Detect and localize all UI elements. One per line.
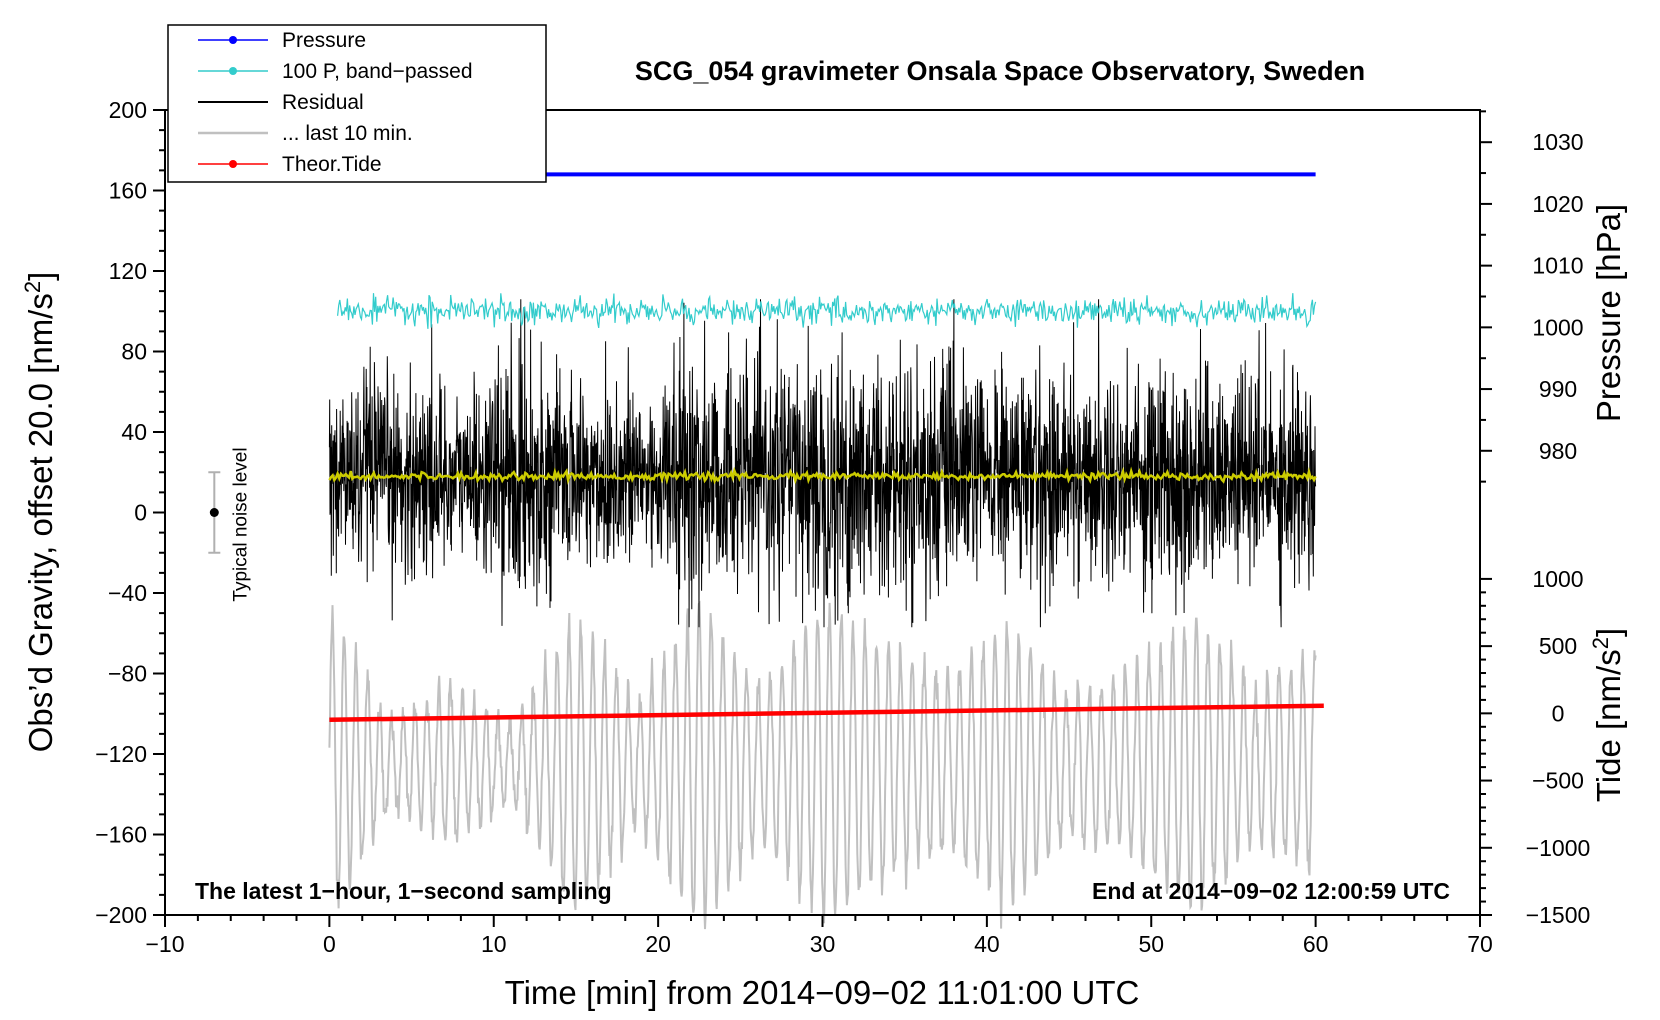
tide-tick-label: −1000: [1526, 835, 1591, 861]
legend-marker: [229, 36, 237, 44]
pressure-tick-label: 980: [1539, 438, 1577, 464]
y-tick-label: −120: [95, 741, 147, 767]
x-tick-label: 70: [1467, 931, 1493, 957]
series-band-passed-pressure: [337, 293, 1317, 329]
pressure-tick-label: 990: [1539, 376, 1577, 402]
x-tick-label: 50: [1138, 931, 1164, 957]
y-tick-label: −80: [108, 661, 147, 687]
y-axis-title-gravity-sup: 2: [20, 281, 45, 293]
y-tick-label: 80: [121, 339, 147, 365]
axis-layer: −10 0 10 20 30 40 50 60 70−200−160−120−80−400408…: [95, 97, 1590, 957]
data-layer: [328, 172, 1324, 930]
x-tick-label: 0: [323, 931, 336, 957]
noise-center-dot: [209, 508, 219, 517]
y-tick-label: 120: [109, 258, 147, 284]
legend-label: ... last 10 min.: [282, 122, 413, 145]
y-axis-title-pressure: Pressure [hPa]: [1590, 204, 1627, 422]
tide-tick-label: −1500: [1526, 902, 1591, 928]
pressure-tick-label: 1030: [1532, 129, 1583, 155]
plot-frame: [164, 109, 1481, 916]
x-axis-title: Time [min] from 2014−09−02 11:01:00 UTC: [505, 974, 1140, 1011]
x-tick-label: 10: [481, 931, 507, 957]
noise-level-label: Typical noise level: [230, 447, 251, 601]
chart-title: SCG_054 gravimeter Onsala Space Observat…: [635, 56, 1365, 86]
legend-label: Residual: [282, 91, 364, 114]
y-axis-title-tide-main: Tide [nm/s: [1590, 649, 1627, 802]
y-tick-label: −160: [95, 822, 147, 848]
y-axis-title-tide: Tide [nm/s2]: [1588, 628, 1627, 802]
y-axis-title-gravity-end: ]: [22, 272, 59, 281]
y-axis-title-tide-sup: 2: [1588, 637, 1613, 649]
noise-level-indicator: Typical noise level: [208, 447, 251, 602]
pressure-tick-label: 1010: [1532, 253, 1583, 279]
series-smoothed-residual: [328, 466, 1317, 485]
y-tick-label: 160: [109, 178, 147, 204]
legend-label: Pressure: [282, 29, 366, 52]
legend-marker: [229, 67, 237, 75]
y-axis-title-tide-end: ]: [1590, 628, 1627, 637]
pressure-tick-label: 1000: [1532, 314, 1583, 340]
tide-tick-label: −500: [1532, 768, 1584, 794]
tide-tick-label: 0: [1552, 700, 1565, 726]
y-axis-title-gravity-main: Obs’d Gravity, offset 20.0 [nm/s: [22, 293, 59, 752]
x-tick-label: 60: [1303, 931, 1329, 957]
y-tick-label: 200: [109, 97, 147, 123]
legend-label: Theor.Tide: [282, 153, 382, 176]
pressure-tick-label: 1020: [1532, 191, 1583, 217]
y-tick-label: −200: [95, 902, 147, 928]
annotation-latest-hour: The latest 1−hour, 1−second sampling: [195, 878, 612, 904]
tide-tick-label: 1000: [1532, 566, 1583, 592]
x-tick-label: 30: [810, 931, 836, 957]
x-tick-label: 40: [974, 931, 1000, 957]
y-tick-label: −40: [108, 580, 147, 606]
y-axis-title-gravity: Obs’d Gravity, offset 20.0 [nm/s2]: [20, 272, 59, 753]
series-last-10-min: [328, 600, 1317, 930]
legend-marker: [229, 160, 237, 168]
tide-tick-label: 500: [1539, 633, 1577, 659]
legend: Pressure 100 P, band−passed Residual ... la…: [167, 24, 547, 183]
x-tick-label: −10: [145, 931, 184, 957]
legend-label: 100 P, band−passed: [282, 60, 473, 83]
series-theor-tide: [329, 703, 1324, 723]
annotation-end-time: End at 2014−09−02 12:00:59 UTC: [1092, 878, 1450, 904]
legend-box: [167, 24, 547, 183]
x-tick-label: 20: [645, 931, 671, 957]
y-tick-label: 0: [134, 500, 147, 526]
y-tick-label: 40: [121, 419, 147, 445]
